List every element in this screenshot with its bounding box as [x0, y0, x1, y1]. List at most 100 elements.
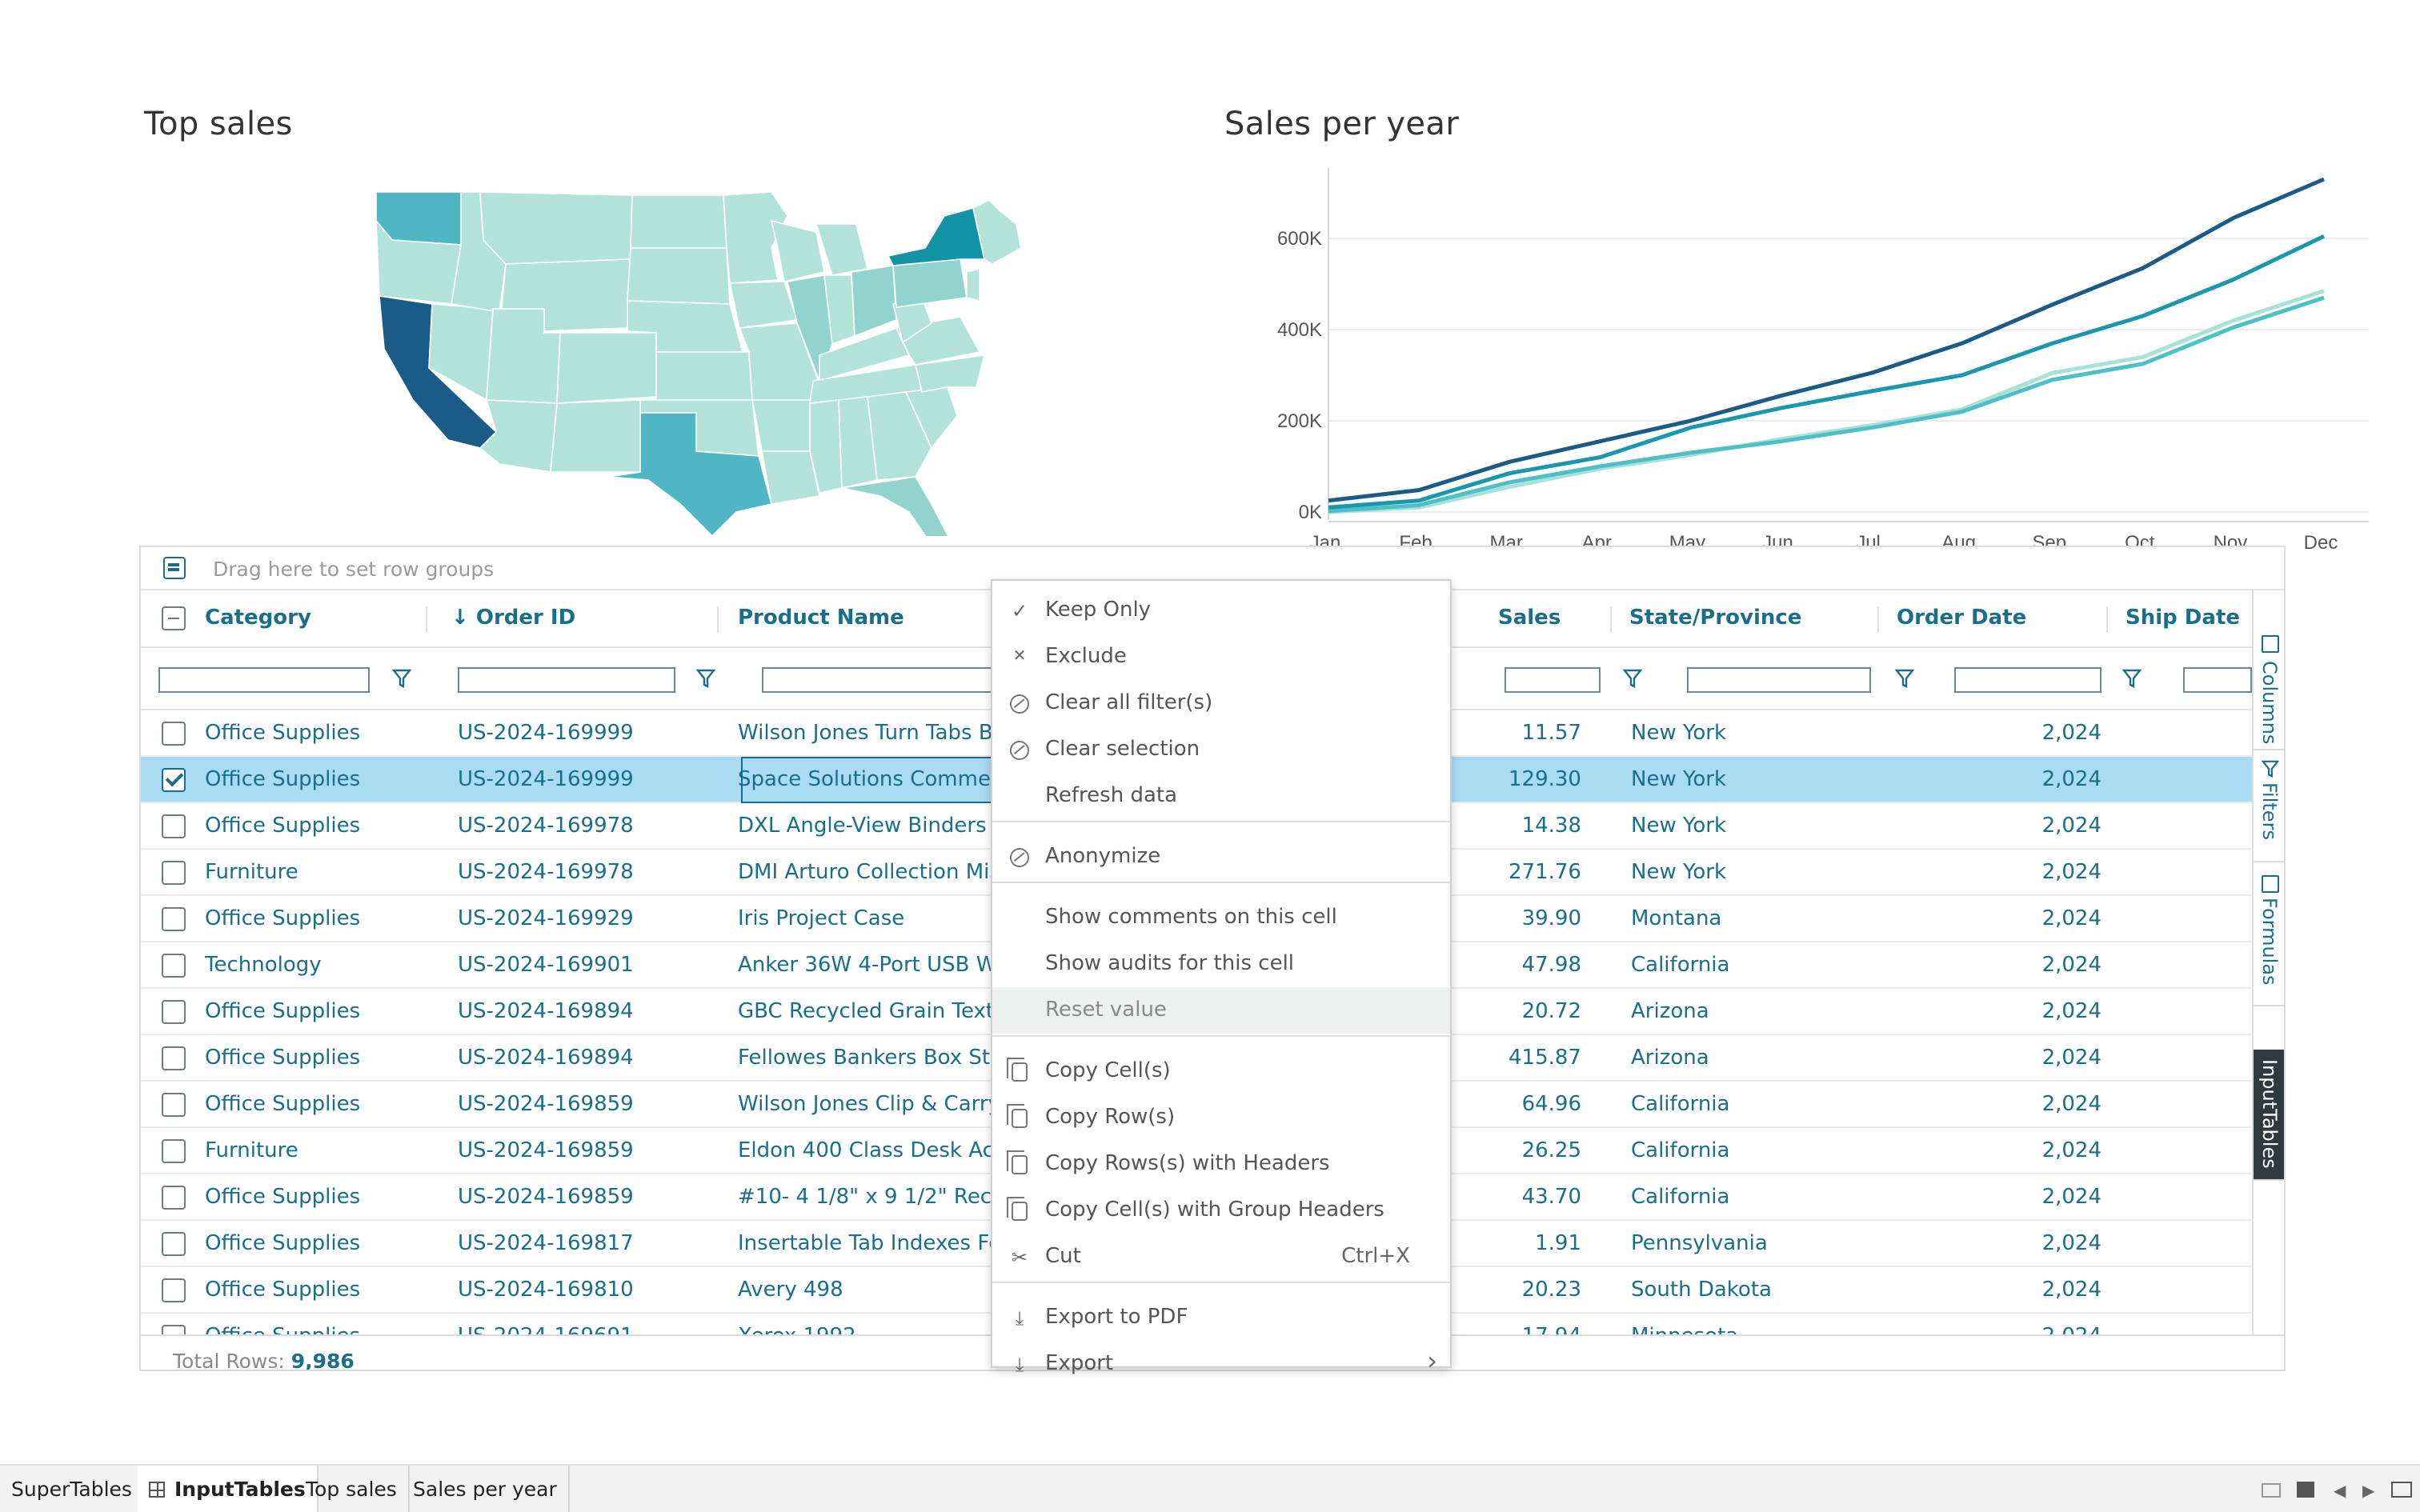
filter-icon[interactable]: [392, 669, 411, 688]
cell-sales[interactable]: 47.98: [1521, 954, 1581, 978]
filter-input-order-date[interactable]: [1954, 667, 2101, 693]
cell-sales[interactable]: 129.30: [1508, 768, 1581, 792]
menu-item-export[interactable]: ⤓ Export ›: [992, 1341, 1450, 1387]
cell-sales[interactable]: 39.90: [1521, 907, 1581, 931]
cell-sales[interactable]: 415.87: [1508, 1046, 1581, 1070]
menu-item-keep-only[interactable]: ✓ Keep Only: [992, 587, 1450, 634]
filter-input-sales[interactable]: [1504, 667, 1601, 693]
table-row[interactable]: Office Supplies US-2024-169929 Iris Projec…: [141, 896, 2252, 942]
us-choropleth-map[interactable]: [352, 176, 1024, 536]
cell-category[interactable]: Furniture: [205, 1139, 298, 1163]
series-line-4[interactable]: [1328, 289, 2325, 514]
cell-order-date[interactable]: 2,024: [2041, 768, 2101, 792]
cell-category[interactable]: Office Supplies: [205, 768, 361, 792]
table-row[interactable]: Office Supplies US-2024-169999 Wilson Jone…: [141, 710, 2252, 757]
cell-product-name[interactable]: Insertable Tab Indexes For Data: [738, 1232, 1010, 1256]
cell-category[interactable]: Office Supplies: [205, 814, 361, 838]
next-sheet-icon[interactable]: ▶: [2362, 1483, 2375, 1501]
cell-order-date[interactable]: 2,024: [2041, 1093, 2101, 1117]
cell-order-id[interactable]: US-2024-169859: [458, 1186, 634, 1210]
row-checkbox[interactable]: [162, 954, 186, 978]
tab-columns[interactable]: Columns: [2254, 590, 2284, 750]
state-north-dakota[interactable]: [630, 194, 727, 249]
sheet-tab-top-sales[interactable]: Top sales: [294, 1466, 410, 1512]
cell-category[interactable]: Office Supplies: [205, 1314, 413, 1334]
cell-sales[interactable]: 64.96: [1521, 1093, 1581, 1117]
state-new-mexico[interactable]: [550, 399, 641, 473]
cell-state[interactable]: California: [1631, 1093, 1730, 1117]
cell-category[interactable]: Office Supplies: [205, 1000, 361, 1024]
row-checkbox[interactable]: [162, 1232, 186, 1256]
state-north-carolina[interactable]: [915, 354, 986, 393]
cell-order-date[interactable]: 2,024: [2041, 1000, 2101, 1024]
cell-category[interactable]: Office Supplies: [205, 1278, 361, 1302]
row-checkbox[interactable]: [162, 1186, 186, 1210]
row-checkbox[interactable]: [162, 1278, 186, 1302]
cell-order-date[interactable]: 2,024: [2041, 814, 2101, 838]
cell-order-id[interactable]: US-2024-169859: [458, 1139, 634, 1163]
cell-state[interactable]: Pennsylvania: [1631, 1232, 1768, 1256]
row-checkbox[interactable]: [162, 1093, 186, 1117]
column-header-order-id-sort[interactable]: ↓ Order ID: [451, 590, 575, 648]
cell-state[interactable]: Montana: [1631, 907, 1722, 931]
cell-product-name[interactable]: Wilson Jones Turn Tabs Binder: [738, 722, 1010, 746]
tab-formulas[interactable]: Formulas: [2254, 862, 2284, 1006]
menu-item-anonymize[interactable]: Anonymize: [992, 834, 1450, 880]
cell-sales[interactable]: 271.76: [1508, 861, 1581, 885]
state-louisiana[interactable]: [761, 450, 820, 505]
cell-sales[interactable]: 1.91: [1535, 1232, 1581, 1256]
filter-input-category[interactable]: [158, 667, 370, 693]
filter-input-ship-date[interactable]: [2183, 667, 2252, 693]
table-row[interactable]: Office Supplies US-2024-169691 Xerox 1992 1…: [141, 1314, 2252, 1334]
filter-icon[interactable]: [1623, 669, 1642, 688]
row-checkbox[interactable]: [162, 1000, 186, 1024]
state-colorado[interactable]: [556, 332, 657, 404]
cell-product-name[interactable]: Avery 498: [738, 1278, 843, 1302]
state-kansas[interactable]: [655, 351, 753, 401]
state-pennsylvania[interactable]: [892, 258, 968, 308]
cell-order-id[interactable]: US-2024-169901: [458, 954, 634, 978]
state-michigan[interactable]: [815, 223, 868, 276]
cell-category[interactable]: Office Supplies: [205, 1232, 361, 1256]
sheet-tab-supertables[interactable]: SuperTables: [0, 1466, 145, 1512]
state-florida[interactable]: [841, 476, 952, 536]
column-separator[interactable]: [426, 606, 427, 632]
state-new-england[interactable]: [972, 199, 1022, 265]
state-mississippi[interactable]: [809, 399, 843, 494]
filter-icon[interactable]: [2122, 669, 2142, 688]
cell-order-id[interactable]: US-2024-169999: [458, 722, 634, 746]
filter-input-state[interactable]: [1687, 667, 1871, 693]
cell-order-date[interactable]: 2,024: [2041, 954, 2101, 978]
cell-product-name[interactable]: GBC Recycled Grain Textured: [738, 1000, 1010, 1024]
cell-product-name[interactable]: Xerox 1992: [738, 1314, 1010, 1334]
table-row[interactable]: Office Supplies US-2024-169817 Insertable …: [141, 1221, 2252, 1267]
cell-state[interactable]: New York: [1631, 861, 1727, 885]
state-minnesota[interactable]: [723, 191, 788, 284]
column-separator[interactable]: [717, 606, 719, 632]
cell-order-id[interactable]: US-2024-169978: [458, 814, 634, 838]
menu-item-exclude[interactable]: ✕ Exclude: [992, 634, 1450, 680]
menu-item-cut[interactable]: ✂ Cut Ctrl+X: [992, 1234, 1450, 1280]
cell-category[interactable]: Furniture: [205, 861, 298, 885]
column-header-ship-date[interactable]: Ship Date: [2126, 606, 2240, 630]
row-checkbox[interactable]: [162, 768, 186, 792]
prev-sheet-icon[interactable]: ◀: [2334, 1483, 2346, 1501]
cell-state[interactable]: South Dakota: [1631, 1278, 1772, 1302]
cell-order-date[interactable]: 2,024: [1965, 1314, 2101, 1334]
cell-sales[interactable]: 20.23: [1521, 1278, 1581, 1302]
cell-product-name[interactable]: Fellowes Bankers Box Staxonsteel: [738, 1046, 1010, 1070]
series-line-2[interactable]: [1328, 234, 2326, 510]
cell-order-date[interactable]: 2,024: [2041, 1139, 2101, 1163]
cell-sales[interactable]: 43.70: [1521, 1186, 1581, 1210]
menu-item-show-comments-on-this-cell[interactable]: Show comments on this cell: [992, 894, 1450, 941]
table-row[interactable]: Technology US-2024-169901 Anker 36W 4-Port…: [141, 942, 2252, 989]
menu-item-copy-cell-s-with-group-headers[interactable]: Copy Cell(s) with Group Headers: [992, 1187, 1450, 1234]
cell-order-date[interactable]: 2,024: [2041, 1278, 2101, 1302]
cell-state[interactable]: California: [1631, 1139, 1730, 1163]
cell-order-id[interactable]: US-2024-169810: [458, 1278, 634, 1302]
filter-input-order-id[interactable]: [458, 667, 675, 693]
menu-item-copy-cell-s[interactable]: Copy Cell(s): [992, 1048, 1450, 1094]
cell-order-id[interactable]: US-2024-169929: [458, 907, 634, 931]
row-checkbox[interactable]: [162, 1325, 186, 1334]
row-checkbox[interactable]: [162, 1139, 186, 1163]
